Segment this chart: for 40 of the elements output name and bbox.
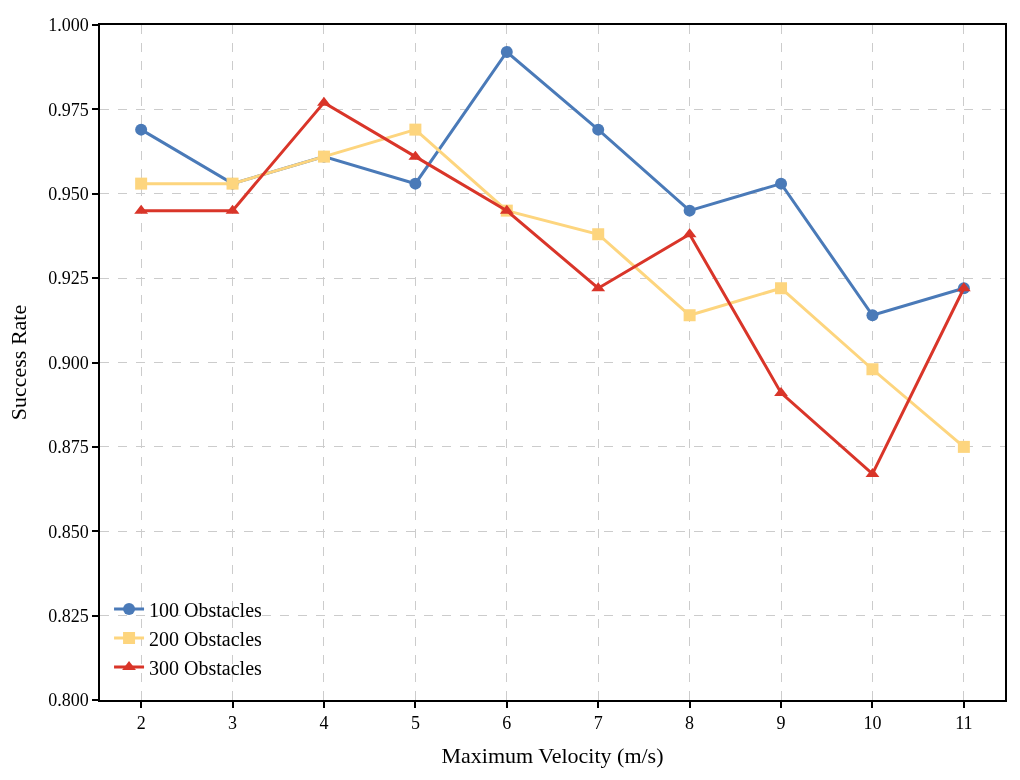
point [866,363,879,376]
legend-label: 100 Obstacles [149,598,263,621]
point [775,177,788,190]
point [409,177,422,190]
legend-label: 300 Obstacles [149,656,263,679]
x-tick-label: 4 [319,713,329,734]
point [866,309,879,322]
x-tick-label: 9 [776,713,786,734]
point [774,386,788,396]
y-tick-label: 0.925 [48,268,89,289]
point [775,282,788,295]
y-tick-label: 0.975 [48,99,89,120]
point [683,204,696,217]
x-tick-label: 10 [863,713,882,734]
point [317,96,331,106]
y-axis-title: Success Rate [6,304,32,421]
x-tick-label: 11 [955,713,973,734]
x-tick-label: 5 [410,713,420,734]
y-tick-label: 0.850 [48,521,89,542]
point [957,440,970,453]
x-tick-label: 6 [502,713,512,734]
legend-label: 200 Obstacles [149,627,263,650]
y-tick-label: 0.950 [48,184,89,205]
y-tick-label: 1.000 [48,15,89,36]
point [683,309,696,322]
x-axis-title: Maximum Velocity (m/s) [441,742,664,768]
x-tick-label: 2 [136,713,146,734]
x-tick-label: 8 [685,713,695,734]
y-tick-label: 0.875 [48,437,89,458]
y-tick-label: 0.825 [48,605,89,626]
point [409,123,422,136]
point [135,123,148,136]
point [500,46,513,58]
point [592,228,605,241]
point [592,123,605,136]
y-tick-label: 0.900 [48,352,89,373]
x-tick-label: 3 [228,713,238,734]
x-tick-label: 7 [593,713,603,734]
y-tick-label: 0.800 [48,690,89,711]
point [135,177,148,190]
